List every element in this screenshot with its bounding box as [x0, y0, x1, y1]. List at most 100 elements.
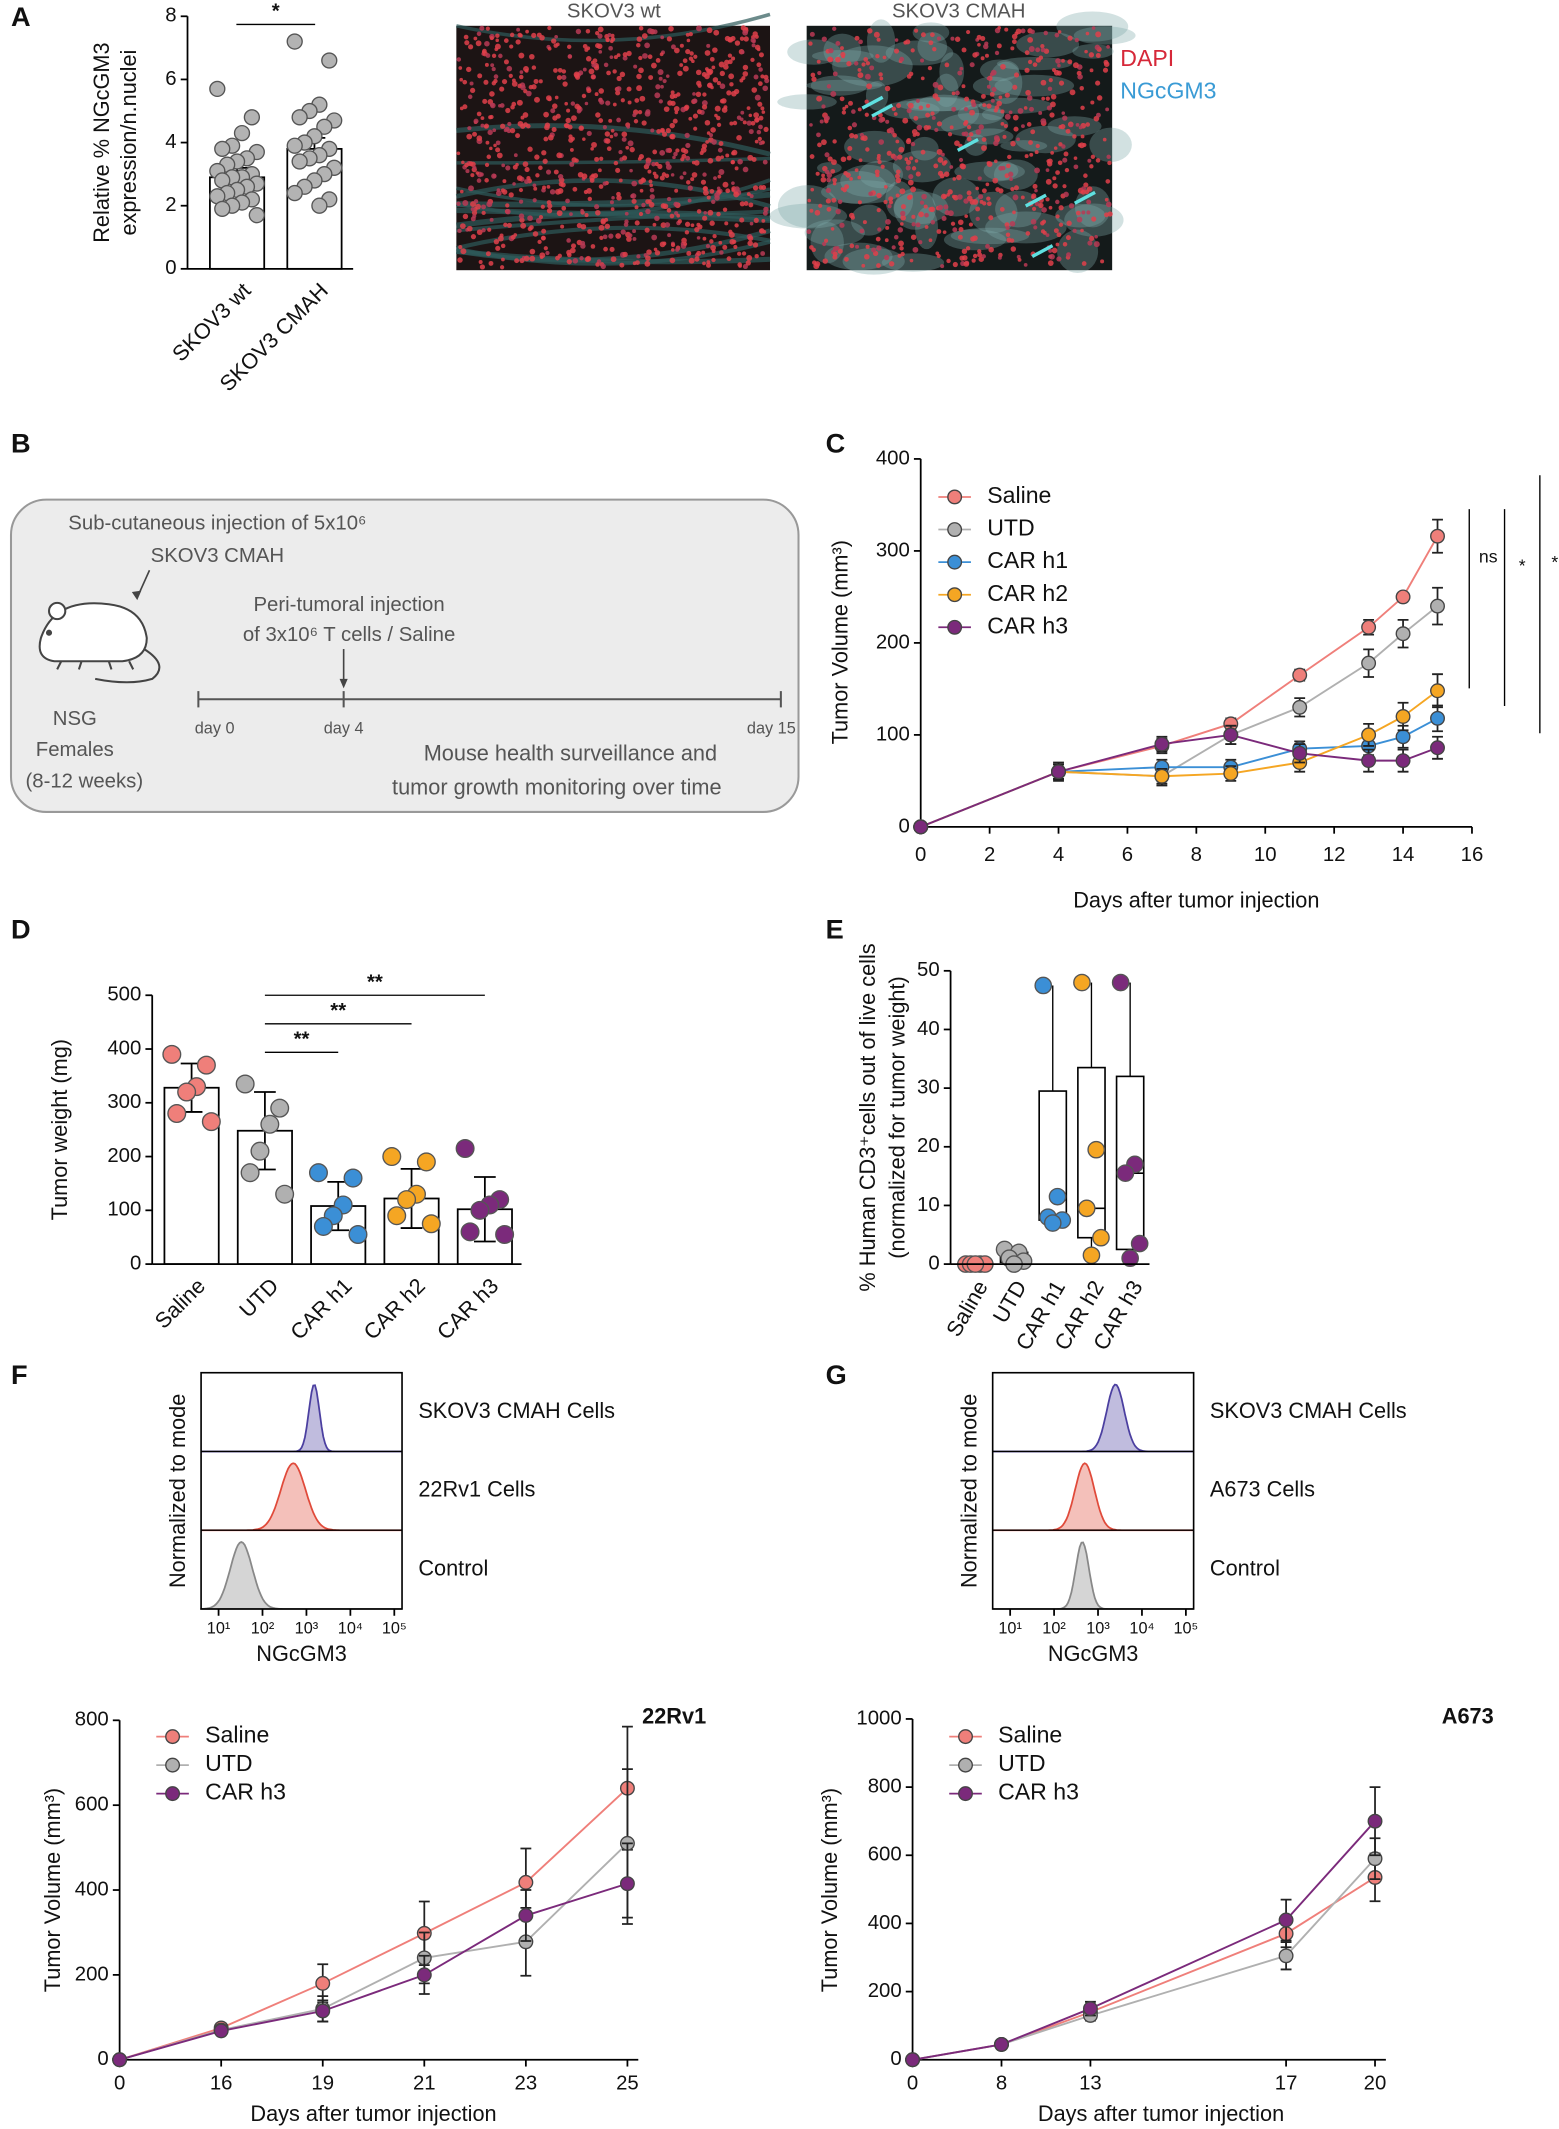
nucleus	[491, 67, 496, 72]
nucleus	[840, 51, 846, 58]
nucleus	[935, 96, 941, 102]
nucleus	[478, 260, 483, 265]
data-point	[460, 1222, 480, 1242]
nucleus	[485, 26, 490, 31]
nucleus	[579, 256, 584, 261]
nucleus	[845, 172, 851, 178]
nucleus	[942, 230, 947, 235]
nucleus	[1095, 31, 1102, 38]
nucleus	[676, 213, 681, 218]
x-tick-label: 23	[515, 2073, 538, 2095]
nucleus	[761, 184, 767, 191]
nucleus	[1080, 105, 1085, 111]
nucleus	[538, 79, 543, 84]
nucleus	[1058, 205, 1064, 211]
nucleus	[456, 151, 461, 156]
nucleus	[750, 120, 756, 126]
data-point	[1111, 973, 1130, 992]
nucleus	[604, 131, 611, 137]
nucleus	[1069, 123, 1073, 128]
nucleus	[924, 225, 929, 229]
nucleus	[514, 258, 520, 264]
nucleus	[602, 181, 607, 186]
x-axis-label: NGcGM3	[1048, 1641, 1139, 1666]
nucleus	[706, 131, 711, 135]
nucleus	[739, 36, 745, 41]
nucleus	[543, 111, 549, 118]
nucleus	[621, 131, 628, 138]
series-line	[119, 1842, 629, 2061]
nucleus	[599, 156, 604, 161]
nucleus	[660, 84, 664, 89]
nucleus	[495, 33, 500, 38]
data-point	[1034, 976, 1053, 995]
data-point	[1073, 973, 1091, 992]
nucleus	[723, 105, 728, 110]
nucleus	[552, 115, 558, 121]
x-tick-label: Saline	[941, 1276, 993, 1341]
nucleus	[555, 42, 560, 47]
nucleus	[950, 221, 956, 226]
nucleus	[936, 148, 943, 155]
nucleus	[499, 233, 504, 238]
nucleus	[711, 139, 717, 145]
legend-label: CAR h1	[987, 547, 1068, 573]
legend-marker	[165, 1757, 181, 1773]
nucleus	[550, 108, 556, 114]
nucleus	[1011, 39, 1017, 45]
nucleus	[993, 135, 1000, 141]
nucleus	[731, 181, 735, 185]
data-point	[291, 109, 308, 126]
nucleus	[1061, 111, 1066, 115]
nucleus	[883, 254, 890, 261]
nucleus	[835, 208, 841, 215]
data-point	[1077, 1199, 1096, 1218]
nucleus	[1047, 260, 1054, 266]
nucleus	[888, 127, 895, 133]
nucleus	[1096, 112, 1101, 118]
legend-label: UTD	[205, 1750, 252, 1776]
legend-label: CAR h2	[987, 580, 1068, 606]
nucleus	[1005, 232, 1011, 237]
nucleus	[910, 48, 915, 53]
nucleus	[694, 226, 700, 233]
nucleus	[493, 74, 499, 79]
nucleus	[891, 245, 896, 250]
y-tick-label: 400	[868, 1912, 902, 1934]
nucleus	[585, 56, 592, 62]
nucleus	[831, 159, 837, 166]
nucleus	[882, 55, 887, 60]
nucleus	[1073, 156, 1078, 160]
nucleus	[669, 257, 676, 264]
significance-label: *	[1519, 556, 1526, 576]
nucleus	[684, 104, 690, 110]
nucleus	[1030, 218, 1037, 225]
significance-label: *	[1551, 552, 1558, 572]
nucleus	[876, 263, 881, 268]
nucleus	[928, 238, 933, 243]
nucleus	[952, 261, 958, 268]
data-point	[1292, 699, 1308, 715]
nucleus	[648, 201, 655, 208]
nucleus	[972, 52, 978, 58]
nucleus	[964, 96, 970, 102]
nucleus	[966, 136, 972, 142]
nucleus	[910, 186, 917, 193]
nucleus	[751, 43, 756, 48]
nucleus	[1040, 220, 1045, 226]
y-axis-label: Tumor Volume (mm³)	[828, 540, 853, 744]
histogram-curve	[200, 1541, 403, 1610]
nucleus	[1093, 241, 1100, 248]
nucleus	[725, 153, 730, 158]
nucleus	[1025, 231, 1031, 236]
nucleus	[1055, 170, 1060, 175]
nucleus	[578, 125, 585, 131]
nucleus	[1066, 252, 1072, 258]
panel-label: G	[826, 1359, 847, 1390]
nucleus	[657, 69, 664, 76]
ngc-stain	[455, 186, 771, 208]
nucleus	[900, 210, 906, 217]
nucleus	[1094, 44, 1101, 51]
chart-title: 22Rv1	[642, 1703, 706, 1728]
nucleus	[935, 251, 940, 256]
